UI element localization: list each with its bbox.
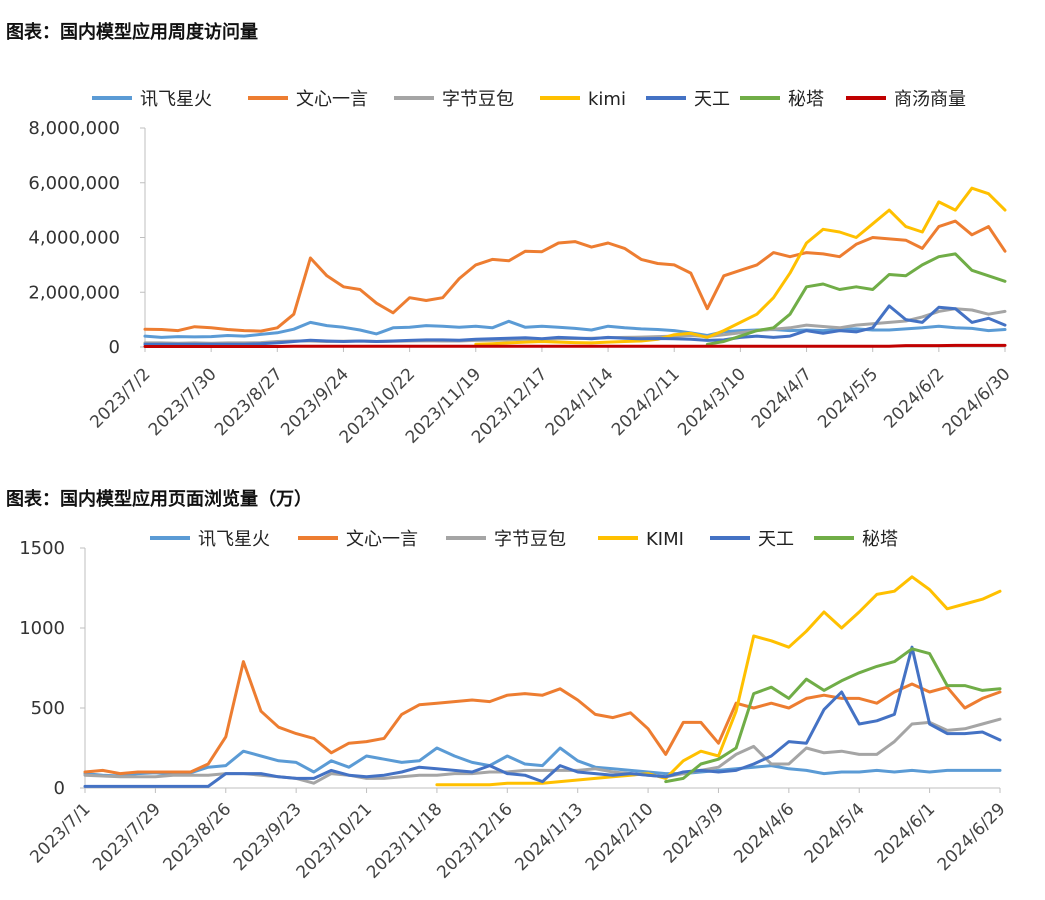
series-line-xunfei xyxy=(83,746,1002,778)
legend-label-doubao: 字节豆包 xyxy=(494,529,566,550)
legend-label-kimi: KIMI xyxy=(646,529,684,550)
legend-label-wenxin: 文心一言 xyxy=(346,529,418,550)
chart-title-page-views: 图表：国内模型应用页面浏览量（万） xyxy=(6,489,312,510)
x-tick-label: 2024/6/30 xyxy=(939,364,1015,440)
x-tick-label: 2024/4/7 xyxy=(748,364,816,432)
y-tick-label: 500 xyxy=(31,698,65,719)
x-tick-label: 2024/3/10 xyxy=(674,364,750,440)
series-line-mita xyxy=(664,647,1002,784)
series-line-doubao xyxy=(83,717,1002,785)
page-views-line-chart: 0500100015002023/7/12023/7/292023/8/2620… xyxy=(19,529,1010,883)
y-tick-label: 8,000,000 xyxy=(28,118,120,139)
legend-label-shangtang: 商汤商量 xyxy=(894,89,966,110)
x-tick-label: 2023/12/16 xyxy=(433,799,516,882)
x-tick-label: 2024/4/6 xyxy=(730,799,798,867)
weekly-visits-line-chart: 0 2,000,000 4,000,000 6,000,000 8,000,000 202… xyxy=(28,89,1015,448)
y-tick-label: 0 xyxy=(54,778,65,799)
x-tick-label: 2024/3/9 xyxy=(660,799,728,867)
x-tick-label: 2024/6/1 xyxy=(871,799,939,867)
x-tick-label: 2024/1/13 xyxy=(511,799,587,875)
x-tick-label: 2024/6/29 xyxy=(934,799,1010,875)
series-line-wenxin xyxy=(143,219,1007,333)
series-line-tiangong xyxy=(83,645,1002,788)
series-line-tiangong xyxy=(143,304,1007,346)
legend-label-tiangong: 天工 xyxy=(758,529,794,550)
y-tick-label: 4,000,000 xyxy=(28,228,120,249)
legend-label-wenxin: 文心一言 xyxy=(296,89,368,110)
legend-label-xunfei: 讯飞星火 xyxy=(198,529,270,550)
chart-title-weekly-visits: 图表：国内模型应用周度访问量 xyxy=(6,22,258,43)
x-tick-label: 2024/5/5 xyxy=(814,364,882,432)
legend-label-tiangong: 天工 xyxy=(694,89,730,110)
y-tick-label: 6,000,000 xyxy=(28,173,120,194)
series-line-wenxin xyxy=(83,660,1002,776)
legend-label-doubao: 字节豆包 xyxy=(442,89,514,110)
series-line-kimi xyxy=(435,575,1002,787)
y-tick-label: 2,000,000 xyxy=(28,282,120,303)
series-line-shangtang xyxy=(143,343,1007,348)
legend-label-mita: 秘塔 xyxy=(862,529,898,550)
y-tick-label: 1000 xyxy=(19,618,65,639)
x-tick-label: 2023/7/30 xyxy=(145,364,221,440)
x-tick-label: 2024/6/2 xyxy=(880,364,948,432)
x-tick-label: 2024/2/10 xyxy=(582,799,658,875)
x-tick-label: 2023/8/27 xyxy=(211,364,287,440)
x-tick-label: 2024/2/11 xyxy=(608,364,684,440)
x-tick-label: 2024/1/14 xyxy=(542,364,618,440)
series-line-kimi xyxy=(474,186,1007,346)
legend-label-mita: 秘塔 xyxy=(788,89,824,110)
x-tick-label: 2023/9/23 xyxy=(230,799,306,875)
x-tick-label: 2023/7/29 xyxy=(89,799,165,875)
x-tick-label: 2023/8/26 xyxy=(160,799,236,875)
series-line-mita xyxy=(705,252,1007,346)
x-tick-label: 2024/5/4 xyxy=(801,799,869,867)
x-tick-label: 2023/7/2 xyxy=(86,364,154,432)
y-tick-label: 1500 xyxy=(19,538,65,559)
legend-label-kimi: kimi xyxy=(588,89,626,110)
x-tick-label: 2023/7/1 xyxy=(26,799,94,867)
legend-label-xunfei: 讯飞星火 xyxy=(140,89,212,110)
y-tick-label: 0 xyxy=(109,337,120,358)
